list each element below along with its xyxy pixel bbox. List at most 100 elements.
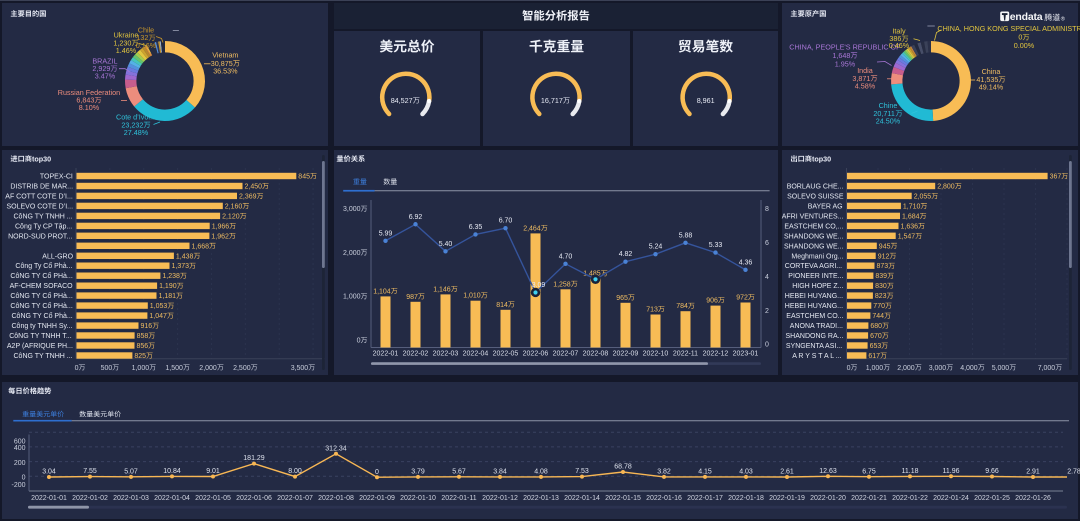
svg-text:2,120: 2,120 [222, 213, 240, 220]
svg-text:2022-01-06: 2022-01-06 [236, 495, 272, 502]
svg-text:4.08: 4.08 [534, 469, 548, 476]
svg-text:2022-10: 2022-10 [643, 350, 669, 357]
svg-text:2.61: 2.61 [780, 469, 794, 476]
svg-text:0: 0 [847, 365, 851, 372]
svg-text:30,875: 30,875 [211, 59, 233, 68]
svg-text:1,258: 1,258 [553, 281, 571, 288]
svg-text:4.70: 4.70 [559, 253, 573, 260]
svg-text:23,232: 23,232 [121, 120, 143, 129]
svg-text:784: 784 [676, 303, 688, 310]
svg-text:2022-01-09: 2022-01-09 [359, 495, 395, 502]
svg-text:906: 906 [706, 298, 718, 305]
svg-text:4: 4 [765, 274, 769, 281]
svg-text:7.53: 7.53 [575, 468, 589, 475]
svg-text:CôNG TY Cổ Phà...: CôNG TY Cổ Phà... [12, 312, 73, 320]
svg-text:845: 845 [298, 174, 310, 181]
svg-text:1,000: 1,000 [343, 294, 361, 301]
svg-text:1,373: 1,373 [172, 263, 190, 270]
svg-text:Công ty TNHH Sy...: Công ty TNHH Sy... [12, 323, 73, 330]
svg-text:BRAZIL: BRAZIL [92, 56, 117, 65]
svg-text:1,684: 1,684 [902, 213, 920, 220]
svg-text:1,668: 1,668 [192, 243, 210, 250]
svg-text:SHANDONG WE...: SHANDONG WE... [784, 233, 844, 240]
svg-text:770: 770 [873, 303, 885, 310]
svg-text:NORD-SUD PROT...: NORD-SUD PROT... [8, 233, 72, 240]
svg-text:CôNG TY TNHH ...: CôNG TY TNHH ... [14, 213, 73, 220]
svg-text:6.75: 6.75 [862, 468, 876, 475]
svg-text:10.84: 10.84 [163, 468, 181, 475]
svg-text:713: 713 [646, 307, 658, 314]
svg-text:ANONA TRADI...: ANONA TRADI... [790, 323, 843, 330]
svg-text:2022-01-01: 2022-01-01 [31, 495, 67, 502]
svg-text:3,000: 3,000 [929, 365, 947, 372]
svg-text:2022-01-16: 2022-01-16 [646, 495, 682, 502]
svg-text:912: 912 [878, 253, 890, 260]
svg-text:965: 965 [616, 295, 628, 302]
svg-text:41,535: 41,535 [976, 75, 998, 84]
svg-text:1,230: 1,230 [113, 38, 131, 47]
svg-text:2022-01-22: 2022-01-22 [892, 495, 928, 502]
svg-text:400: 400 [14, 445, 26, 452]
svg-text:1,485: 1,485 [583, 271, 601, 278]
svg-text:CôNG TY Cổ PHà...: CôNG TY Cổ PHà... [10, 272, 72, 280]
svg-text:1.95%: 1.95% [835, 59, 856, 68]
svg-text:2022-01-14: 2022-01-14 [564, 495, 600, 502]
svg-text:5.24: 5.24 [649, 244, 663, 251]
svg-text:987: 987 [406, 294, 418, 301]
svg-text:2022-01-17: 2022-01-17 [687, 495, 723, 502]
svg-text:200: 200 [14, 460, 26, 467]
svg-text:84,527: 84,527 [391, 96, 413, 105]
svg-text:858: 858 [137, 333, 149, 340]
svg-text:617: 617 [868, 353, 880, 360]
svg-text:12.63: 12.63 [819, 468, 837, 475]
svg-text:4.58%: 4.58% [855, 81, 876, 90]
svg-text:680: 680 [870, 323, 882, 330]
svg-text:6.92: 6.92 [409, 214, 423, 221]
svg-text:6,843: 6,843 [76, 96, 94, 105]
svg-text:2: 2 [765, 308, 769, 315]
svg-text:6.35: 6.35 [469, 224, 483, 231]
svg-text:2,160: 2,160 [225, 203, 243, 210]
svg-text:Russian Federation: Russian Federation [58, 88, 120, 97]
svg-text:916: 916 [141, 323, 153, 330]
svg-text:2,000: 2,000 [343, 250, 361, 257]
svg-text:4.36: 4.36 [739, 259, 753, 266]
svg-text:2,000: 2,000 [897, 365, 915, 372]
svg-text:SHANDONG RA...: SHANDONG RA... [786, 333, 844, 340]
svg-text:2,450: 2,450 [245, 184, 263, 191]
svg-text:BAYER AG: BAYER AG [808, 203, 843, 210]
svg-text:7.55: 7.55 [83, 468, 97, 475]
svg-text:endata: endata [1010, 11, 1043, 23]
svg-text:2022-09: 2022-09 [613, 350, 639, 357]
svg-text:4.82: 4.82 [619, 251, 633, 258]
svg-text:5.07: 5.07 [124, 468, 138, 475]
svg-text:2022-01-11: 2022-01-11 [441, 495, 476, 502]
svg-text:2022-01-26: 2022-01-26 [1015, 495, 1051, 502]
svg-text:830: 830 [875, 283, 887, 290]
svg-text:7,000: 7,000 [1038, 365, 1056, 372]
svg-text:2.78: 2.78 [1067, 469, 1080, 476]
svg-text:2022-01-18: 2022-01-18 [728, 495, 764, 502]
svg-text:0.00%: 0.00% [1014, 41, 1035, 50]
svg-text:top30: top30 [32, 154, 51, 163]
svg-text:TOPEX-CI: TOPEX-CI [40, 174, 73, 181]
svg-text:0.46%: 0.46% [889, 41, 910, 50]
svg-text:AF-CHEM SOFACO: AF-CHEM SOFACO [10, 283, 74, 290]
svg-text:856: 856 [137, 343, 149, 350]
svg-text:2022-01-25: 2022-01-25 [974, 495, 1010, 502]
svg-text:8: 8 [765, 206, 769, 213]
svg-text:A R Y S T A L ...: A R Y S T A L ... [792, 353, 841, 360]
svg-text:2022-01-13: 2022-01-13 [523, 495, 559, 502]
svg-text:0.16%: 0.16% [136, 41, 157, 50]
svg-text:1.46%: 1.46% [116, 46, 137, 55]
svg-text:2022-01-02: 2022-01-02 [72, 495, 108, 502]
svg-text:1,710: 1,710 [903, 203, 921, 210]
svg-text:Chine: Chine [879, 101, 898, 110]
svg-text:2022-01-12: 2022-01-12 [482, 495, 518, 502]
svg-text:1,500: 1,500 [165, 365, 183, 372]
svg-text:EASTCHEM CO...: EASTCHEM CO... [786, 313, 843, 320]
svg-text:2022-01: 2022-01 [373, 350, 399, 357]
svg-text:top30: top30 [812, 154, 831, 163]
svg-text:3.79: 3.79 [411, 469, 425, 476]
svg-text:Công Ty CP Tập...: Công Ty CP Tập... [15, 223, 72, 230]
